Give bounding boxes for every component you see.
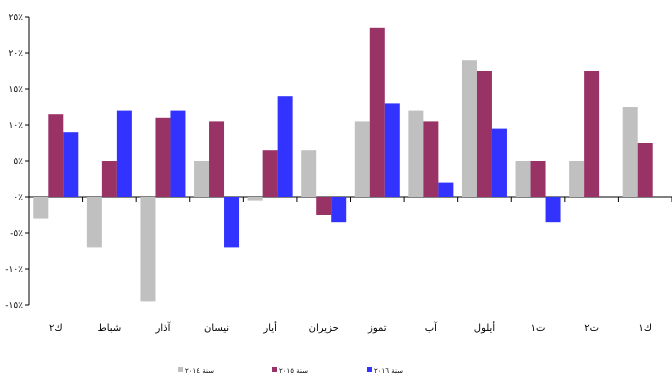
chart-axes [25, 16, 672, 306]
x-category-label: نيسان [204, 323, 229, 334]
x-category-label: ك٢ [49, 323, 63, 334]
y-tick-label: ١٠٪ [8, 121, 23, 131]
bar [491, 128, 507, 197]
bar [331, 197, 347, 223]
bar [209, 121, 225, 197]
legend-label: سنة ٢٠١٤ [185, 367, 214, 375]
bar [194, 161, 210, 197]
bar [354, 121, 370, 197]
chart-legend: سنة ٢٠١٤ سنة ٢٠١٥ سنة ٢٠١٦ [178, 367, 403, 375]
legend-swatch [272, 367, 277, 372]
bar [569, 161, 585, 197]
chart-labels: ٢٥٪ ٢٠٪ ١٥٪ ١٠٪ ٥٪ ٠٪ -٥٪ -١٠٪ -١٥٪ ك٢ شباط آذار نيس… [5, 13, 652, 334]
legend-swatch [178, 367, 183, 372]
bar [86, 197, 102, 248]
x-category-label: شباط [98, 323, 122, 334]
bar [277, 96, 293, 197]
x-category-label: أيلول [474, 321, 496, 334]
bar [316, 197, 332, 215]
x-category-label: أيار [262, 321, 277, 334]
bar [637, 143, 653, 197]
y-tick-label: ٥٪ [13, 157, 23, 167]
bar [384, 103, 400, 197]
bar [101, 161, 117, 197]
x-category-label: ت٢ [584, 323, 599, 334]
legend-label: سنة ٢٠١٦ [374, 367, 403, 375]
chart-bars [33, 27, 653, 302]
bar [545, 197, 561, 223]
bar [423, 121, 439, 197]
y-tick-label: -٥٪ [10, 229, 23, 239]
y-tick-label: ٢٠٪ [8, 49, 23, 59]
bar [461, 60, 477, 198]
bar [476, 71, 492, 197]
y-tick-label: ١٥٪ [8, 85, 23, 95]
bar [369, 27, 385, 197]
legend-swatch [367, 367, 372, 372]
bar [247, 197, 263, 201]
bar [515, 161, 531, 197]
x-category-label: ك١ [638, 323, 652, 334]
bar [530, 161, 546, 197]
x-category-label: آب [425, 321, 438, 334]
y-tick-label: -١٠٪ [5, 265, 23, 275]
bar [170, 110, 186, 197]
bar [116, 110, 132, 197]
x-category-label: حزيران [309, 323, 339, 334]
bar [33, 197, 49, 219]
bar [155, 117, 171, 197]
y-tick-label: ٢٥٪ [8, 13, 23, 23]
bar [48, 114, 64, 197]
y-tick-label: -١٥٪ [5, 301, 23, 311]
y-tick-label: ٠٪ [13, 193, 23, 203]
bar [408, 110, 424, 197]
bar [438, 182, 454, 197]
x-category-label: آذار [155, 321, 172, 334]
legend-label: سنة ٢٠١٥ [279, 367, 308, 375]
bar [224, 197, 240, 248]
bar [262, 150, 278, 197]
bar [140, 197, 156, 302]
bar [301, 150, 317, 197]
bar [63, 132, 79, 197]
bar [622, 107, 638, 197]
bar [584, 71, 600, 197]
x-category-label: ت١ [531, 323, 546, 334]
x-category-label: تموز [367, 323, 387, 334]
